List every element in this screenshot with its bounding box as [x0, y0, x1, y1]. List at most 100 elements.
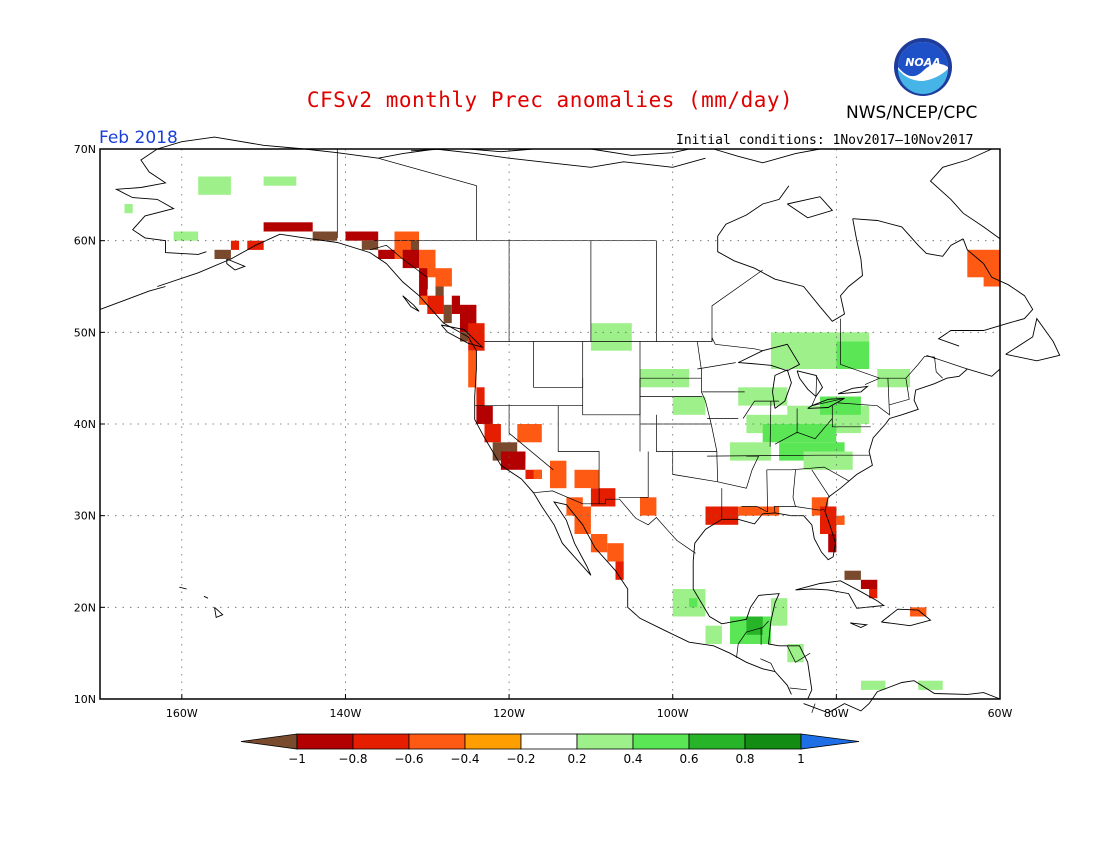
anomaly-cell [198, 176, 231, 195]
political-border [766, 466, 849, 482]
graticule-layer [100, 149, 1000, 699]
political-border [736, 620, 769, 658]
coastline [803, 680, 1001, 714]
anomaly-cell [509, 451, 526, 461]
coastline [179, 586, 187, 590]
political-border [774, 418, 833, 445]
anomaly-cell [574, 469, 599, 489]
coastline [590, 148, 690, 156]
political-border [811, 469, 831, 498]
political-border [864, 355, 943, 385]
political-border [696, 341, 719, 482]
anomaly-cell [607, 543, 624, 562]
anomaly-cell [844, 570, 861, 580]
coastline [203, 595, 209, 599]
coastline [337, 148, 706, 168]
coastline [1005, 317, 1061, 362]
anomaly-cell [762, 506, 780, 516]
political-border [789, 687, 807, 691]
colorbar-label: 0.2 [567, 752, 586, 766]
coastline [881, 608, 932, 627]
forecast-month: Feb 2018 [99, 128, 178, 148]
anomaly-cell [738, 387, 788, 406]
coastline [468, 148, 534, 153]
political-border [697, 362, 736, 370]
political-border [533, 341, 584, 388]
coastline [738, 343, 801, 372]
coastline-layer [99, 136, 1061, 714]
political-border [766, 469, 768, 513]
map-title: CFSv2 monthly Prec anomalies (mm/day) [306, 88, 794, 112]
colorbar-label: 1 [797, 752, 805, 766]
anomaly-cell [484, 424, 501, 443]
longitude-label: 160W [166, 707, 198, 720]
anomaly-cell [345, 231, 379, 241]
coastline [99, 286, 166, 310]
political-border [760, 658, 776, 672]
coastline [440, 324, 484, 348]
political-border [618, 451, 649, 498]
colorbar-label: 0.4 [623, 752, 642, 766]
anomaly-cell [533, 469, 542, 479]
political-border [711, 269, 763, 342]
svg-text:NOAA: NOAA [905, 56, 941, 69]
coastline [807, 397, 845, 409]
political-border [369, 244, 428, 290]
anomaly-cell [787, 644, 804, 663]
anomaly-cell [263, 176, 297, 186]
anomaly-cell [427, 295, 444, 314]
latitude-labels: 70N 60N 50N 40N 30N 20N 10N [74, 143, 105, 706]
anomaly-cell [517, 424, 542, 443]
anomaly-cell [730, 442, 771, 461]
colorbar-swatch [800, 733, 860, 750]
anomaly-cell [435, 268, 452, 287]
anomaly-cell [640, 497, 657, 516]
latitude-label: 10N [74, 693, 96, 706]
anomaly-cell [443, 304, 452, 324]
political-border [656, 414, 717, 452]
political-border [741, 506, 768, 513]
political-border [786, 645, 811, 663]
colorbar: −1 −0.8 −0.6 −0.4 −0.2 0.2 0.4 0.6 0.8 1 [240, 733, 860, 766]
anomaly-cell [476, 405, 493, 424]
longitude-label: 80W [824, 707, 849, 720]
latitude-label: 20N [74, 601, 96, 614]
colorbar-swatch [744, 733, 802, 750]
coastline [937, 238, 1034, 347]
colorbar-swatch [408, 733, 466, 750]
anomaly-cell [672, 589, 706, 617]
colorbar-label: 0.8 [735, 752, 754, 766]
anomaly-cell [689, 598, 698, 608]
anomaly-cell [460, 332, 469, 342]
political-border [717, 455, 760, 489]
coastline [787, 196, 834, 219]
anomaly-cell [124, 204, 133, 214]
anomaly-cell [173, 231, 199, 241]
anomaly-cell [574, 506, 591, 534]
borders-layer [336, 149, 968, 713]
coastline [114, 136, 338, 255]
coastline [402, 295, 420, 312]
anomaly-cell [230, 240, 240, 250]
anomaly-cell [860, 579, 878, 589]
anomaly-cell [402, 249, 420, 269]
anomaly-cells-layer [124, 176, 1000, 690]
political-border [582, 378, 641, 416]
coastline [796, 370, 824, 398]
political-border [672, 451, 718, 483]
anomaly-cell [451, 295, 460, 314]
colorbar-swatch [240, 733, 298, 750]
longitude-label: 60W [988, 707, 1013, 720]
colorbar-label: −0.8 [338, 752, 367, 766]
colorbar-label: −0.2 [506, 752, 535, 766]
initial-conditions: Initial conditions: 1Nov2017–10Nov2017 [676, 133, 974, 148]
coastline [157, 233, 792, 695]
political-border [831, 405, 871, 428]
anomaly-cell [910, 607, 927, 617]
colorbar-label: −0.4 [450, 752, 479, 766]
anomaly-cell [615, 561, 624, 580]
coastline [850, 622, 869, 628]
anomaly-cell [836, 515, 845, 525]
coastline [713, 148, 821, 164]
